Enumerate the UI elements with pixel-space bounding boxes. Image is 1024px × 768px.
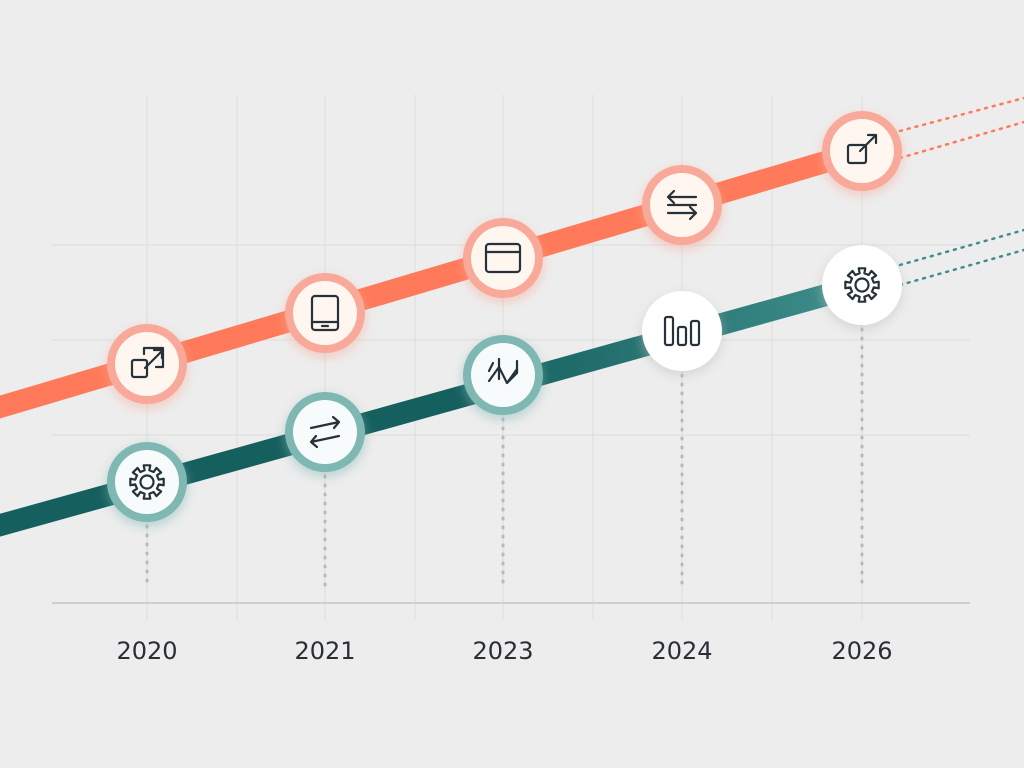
coral-milestone-2020[interactable] (106, 324, 188, 409)
coral-milestone-2021[interactable] (284, 273, 366, 358)
node-face (471, 226, 535, 290)
teal-milestone-2021[interactable] (284, 392, 366, 477)
year-label-2020: 2020 (116, 637, 177, 665)
bar-pillars-icon (663, 315, 701, 347)
coral-milestone-2024[interactable] (641, 165, 723, 250)
year-label-2023: 2023 (472, 637, 533, 665)
coral-milestone-2026[interactable] (821, 111, 903, 196)
coral-extension-dots (898, 120, 1024, 160)
coral-extension-dots (898, 96, 1024, 133)
node-face (115, 450, 179, 514)
year-labels: 2020 2021 2023 2024 2026 (116, 637, 892, 665)
teal-milestone-2026[interactable] (821, 245, 903, 330)
external-link-square-icon (130, 346, 165, 379)
transfer-arrows-icon (309, 415, 341, 449)
year-label-2021: 2021 (294, 637, 355, 665)
node-face (293, 400, 357, 464)
sync-arrows-icon (666, 189, 698, 221)
gear-icon (129, 464, 165, 500)
tablet-icon (310, 294, 340, 332)
teal-extension-dots (898, 228, 1024, 267)
year-guide-dots (145, 327, 864, 587)
open-external-icon (846, 133, 878, 165)
year-label-2026: 2026 (831, 637, 892, 665)
teal-milestone-2020[interactable] (106, 442, 188, 527)
teal-extension-dots (898, 248, 1024, 287)
year-label-2024: 2024 (651, 637, 712, 665)
node-face (650, 299, 714, 363)
browser-window-icon (484, 242, 522, 274)
teal-milestone-2024[interactable] (641, 291, 723, 376)
teal-milestone-2023[interactable] (462, 335, 544, 420)
settings-gear-icon (844, 267, 880, 303)
node-face (830, 253, 894, 317)
coral-milestone-2023[interactable] (462, 218, 544, 303)
node-face (293, 281, 357, 345)
milestone-nodes (106, 111, 903, 527)
node-face (830, 119, 894, 183)
zigzag-arrows-icon (487, 357, 519, 385)
